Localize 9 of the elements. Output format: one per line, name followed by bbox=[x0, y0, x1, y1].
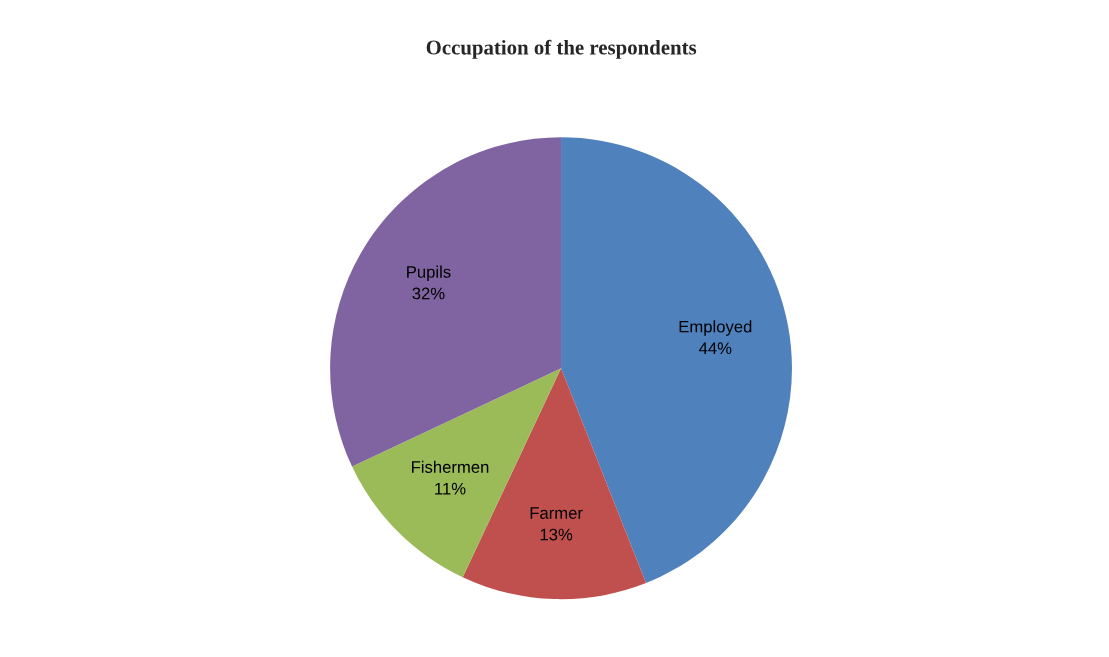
data-label: 11% bbox=[435, 482, 466, 495]
data-label: 13% bbox=[540, 528, 573, 541]
slice-label: Fishermen bbox=[412, 460, 489, 473]
data-label: 32% bbox=[412, 287, 445, 300]
slice-label: Pupils bbox=[407, 265, 451, 282]
data-label: 44% bbox=[699, 342, 732, 355]
slice-label: Farmer bbox=[530, 507, 583, 519]
chart-title: Occupation of the respondents bbox=[426, 39, 697, 59]
slice-label: Employed bbox=[679, 320, 752, 336]
